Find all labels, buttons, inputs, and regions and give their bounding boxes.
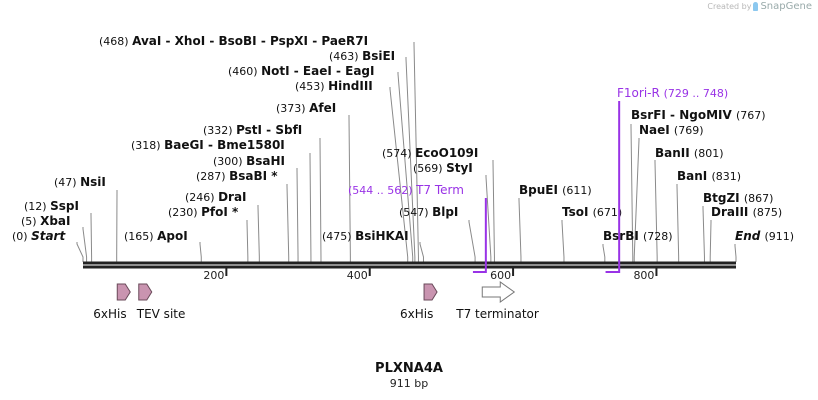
feature-t7terminator[interactable]: T7 terminator — [455, 281, 539, 321]
site-leader-line — [630, 124, 634, 262]
snapgene-credit: Created by SnapGene — [707, 1, 812, 12]
site-leader-line — [602, 244, 606, 262]
site-leader-line — [419, 242, 424, 262]
site-leader-line — [561, 220, 565, 262]
ruler-ticks: 200 400 600 800 — [203, 267, 658, 282]
site-leader-line — [734, 244, 737, 262]
restriction-site-drai[interactable]: (246) DraI — [185, 190, 247, 204]
restriction-site-sspi[interactable]: (12) SspI — [24, 199, 79, 213]
feature-label: 6xHis — [400, 307, 433, 321]
restriction-site-avai[interactable]: (468) AvaI - XhoI - BsoBI - PspXI - PaeR… — [99, 34, 368, 48]
feature-6xhis[interactable]: 6xHis — [93, 283, 131, 321]
feature-6xhis[interactable]: 6xHis — [400, 283, 438, 321]
restriction-site-bpuei[interactable]: BpuEI (611) — [519, 183, 592, 197]
restriction-site-styi[interactable]: (569) StyI — [413, 161, 473, 175]
restriction-site-apoi[interactable]: (165) ApoI — [124, 229, 188, 243]
restriction-site-xbai[interactable]: (5) XbaI — [21, 214, 70, 228]
feature-tevsite[interactable]: TEV site — [136, 283, 186, 321]
site-leader-line — [246, 220, 249, 262]
restriction-site-bsahi[interactable]: (300) BsaHI — [213, 154, 285, 168]
restriction-site-bsrfi[interactable]: BsrFI - NgoMIV (767) — [631, 108, 766, 122]
primers: (544 .. 562) T7 Term F1ori-R (729 .. 748) — [348, 86, 729, 273]
restriction-site-bani[interactable]: BanI (831) — [677, 169, 741, 183]
snapgene-logo-icon — [753, 2, 759, 11]
restriction-site-banii[interactable]: BanII (801) — [655, 146, 724, 160]
site-leader-line — [319, 138, 322, 262]
feature-label: TEV site — [136, 307, 186, 321]
site-leader-line — [518, 198, 522, 262]
site-leader-line — [676, 184, 680, 262]
terminator-arrow-icon — [481, 281, 516, 303]
site-leader-line — [633, 138, 640, 262]
primer-label: (544 .. 562) T7 Term — [348, 183, 464, 197]
site-leader-line — [90, 213, 93, 262]
site-leader-line — [199, 242, 202, 262]
site-leader-line — [709, 220, 712, 262]
site-leader-line — [654, 160, 658, 262]
restriction-site-blpi[interactable]: (547) BlpI — [399, 205, 458, 219]
restriction-site-ecoo109i[interactable]: (574) EcoO109I — [382, 146, 478, 160]
primer-bracket — [472, 198, 487, 273]
site-leader-line — [492, 160, 495, 262]
primer-label: F1ori-R (729 .. 748) — [617, 86, 728, 100]
site-leader-line — [82, 227, 88, 262]
restriction-site-draiii[interactable]: DraIII (875) — [711, 205, 782, 219]
credit-brand: SnapGene — [760, 1, 812, 12]
restriction-site-start[interactable]: (0) Start — [12, 229, 66, 243]
ruler-tick-label: 800 — [633, 269, 654, 282]
primer-f1orir[interactable]: F1ori-R (729 .. 748) — [605, 86, 729, 273]
site-leader-line — [389, 87, 409, 262]
feature-arrow-icon — [423, 283, 438, 301]
site-leader-line — [485, 175, 492, 262]
site-leader-line — [309, 153, 312, 262]
restriction-site-baegi[interactable]: (318) BaeGI - Bme1580I — [131, 138, 285, 152]
feature-label: 6xHis — [93, 307, 126, 321]
restriction-site-bsabi[interactable]: (287) BsaBI * — [196, 169, 278, 183]
restriction-site-tsoi[interactable]: TsoI (671) — [562, 205, 622, 219]
site-leader-line — [296, 168, 299, 262]
credit-prefix: Created by — [707, 2, 752, 11]
restriction-site-btgzi[interactable]: BtgZI (867) — [703, 191, 773, 205]
site-leader-line — [257, 205, 260, 262]
sequence-backbone[interactable] — [83, 261, 737, 269]
feature-label: T7 terminator — [455, 307, 539, 321]
restriction-site-afei[interactable]: (373) AfeI — [276, 101, 336, 115]
site-leader-line — [348, 115, 351, 262]
site-lines — [76, 42, 737, 262]
ruler-tick-label: 400 — [347, 269, 368, 282]
ruler-tick-label: 600 — [490, 269, 511, 282]
restriction-site-end[interactable]: End (911) — [735, 229, 794, 243]
restriction-site-nsii[interactable]: (47) NsiI — [54, 175, 106, 189]
site-leader-line — [413, 42, 419, 262]
restriction-site-naei[interactable]: NaeI (769) — [639, 123, 704, 137]
restriction-site-hindiii[interactable]: (453) HindIII — [295, 79, 373, 93]
restriction-site-pfoi[interactable]: (230) PfoI * — [168, 205, 239, 219]
restriction-site-noti[interactable]: (460) NotI - EaeI - EagI — [228, 64, 375, 78]
primer-bracket — [605, 101, 621, 273]
primer-t7term[interactable]: (544 .. 562) T7 Term — [348, 183, 487, 273]
site-leader-line — [702, 206, 705, 262]
site-leader-line — [286, 184, 290, 262]
feature-arrow-icon — [138, 283, 153, 301]
site-leader-line — [397, 72, 414, 262]
restriction-site-bsiei[interactable]: (463) BsiEI — [329, 49, 395, 63]
construct-name: PLXNA4A — [375, 361, 443, 376]
feature-arrow-icon — [116, 283, 131, 301]
site-leader-line — [405, 57, 416, 262]
ruler-tick-label: 200 — [203, 269, 224, 282]
site-leader-line — [76, 242, 84, 262]
restriction-site-labels: (468) AvaI - XhoI - BsoBI - PspXI - PaeR… — [12, 34, 794, 243]
features: 6xHis TEV site 6xHis T7 terminator — [93, 281, 539, 321]
restriction-site-psti[interactable]: (332) PstI - SbfI — [203, 123, 302, 137]
site-leader-line — [468, 220, 476, 262]
restriction-site-bsihkai[interactable]: (475) BsiHKAI — [322, 229, 409, 243]
construct-length: 911 bp — [389, 377, 429, 390]
restriction-site-bsrbi[interactable]: BsrBI (728) — [603, 229, 673, 243]
